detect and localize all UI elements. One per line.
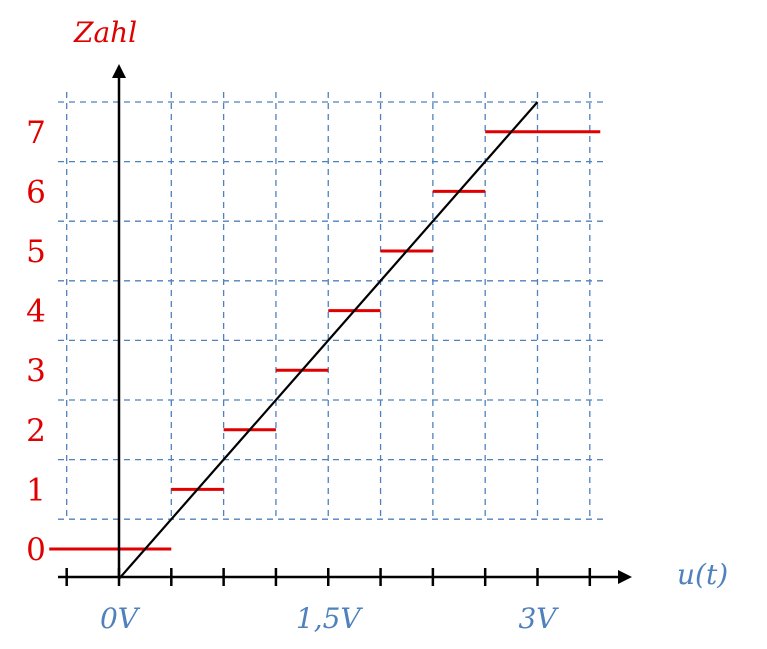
ramp-line (118, 101, 539, 580)
axes (58, 64, 632, 586)
y-axis-title: Zahl (73, 16, 137, 49)
x-tick-label: 3V (518, 602, 559, 635)
y-tick-label: 0 (26, 532, 46, 568)
x-axis-title: u(t) (677, 558, 728, 591)
labels: Zahl u(t) 0 1 2 3 4 5 6 7 0V 1,5V 3V (26, 16, 728, 635)
y-tick-label: 5 (26, 234, 46, 270)
x-tick-label: 0V (100, 602, 141, 635)
x-tick-label: 1,5V (296, 602, 364, 635)
y-tick-label: 4 (26, 294, 46, 330)
x-axis-arrow-icon (618, 570, 632, 584)
y-tick-label: 1 (26, 472, 46, 508)
y-tick-label: 7 (26, 115, 46, 151)
y-tick-label: 3 (26, 353, 46, 389)
grid (58, 92, 608, 520)
y-tick-label: 2 (26, 413, 46, 449)
ideal-ramp (118, 101, 539, 580)
y-tick-label: 6 (26, 174, 46, 210)
y-axis-arrow-icon (112, 64, 126, 78)
